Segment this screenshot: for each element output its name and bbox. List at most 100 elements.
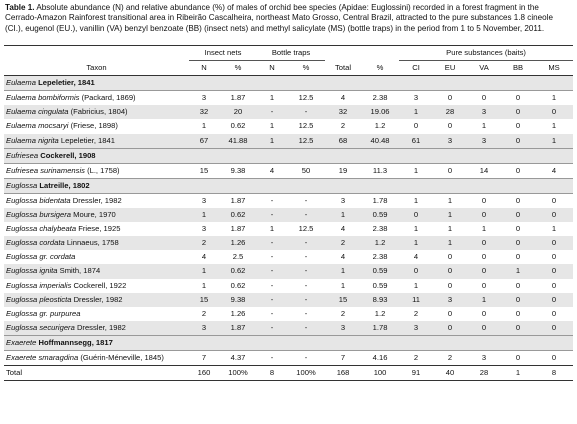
cell-total-pct: 0.59 <box>372 280 388 290</box>
cell-va: 0 <box>481 280 487 290</box>
cell-eu: 0 <box>447 165 453 175</box>
genus-name: Eufriesea <box>6 150 39 160</box>
cell-ms: 1 <box>551 121 557 131</box>
cell-bottle-pct: - <box>304 280 308 290</box>
species-author: Dressler, 1982 <box>72 195 122 205</box>
cell-bb: 0 <box>515 308 521 318</box>
genus-name: Euglossa <box>6 180 38 190</box>
species-name: Euglossa chalybeata <box>6 224 77 234</box>
cell-total: 15 <box>325 292 362 307</box>
species-name: Euglossa ignita <box>6 266 58 276</box>
cell-eu: 0 <box>433 264 468 279</box>
col-total-pct: % <box>361 60 400 77</box>
species-author: (L., 1758) <box>87 165 120 175</box>
cell-insect-n: 2 <box>189 236 219 251</box>
cell-insect-pct: 1.26 <box>230 308 246 318</box>
cell-ms: 0 <box>551 308 557 318</box>
cell-insect-n: 67 <box>189 133 219 149</box>
cell-va: 0 <box>481 252 487 262</box>
total-row: Total 160 100% 8 100% 168 100 91 40 28 1 8 <box>4 365 574 382</box>
species-row: Euglossa securigera Dressler, 1982 3 1.87-… <box>4 320 574 336</box>
cell-total-pct: 2.38 <box>372 252 388 262</box>
genus-author: Lepeletier, 1841 <box>38 78 95 88</box>
cell-insect-pct: 41.88 <box>219 133 258 149</box>
cell-ms: 4 <box>551 165 557 175</box>
cell-total: 1 <box>325 208 362 223</box>
cell-bb: 0 <box>515 165 521 175</box>
species-row: Euglossa gr. cordata 4 2.5 - - 4 2.38 4 0 0 0 0 <box>4 250 573 264</box>
cell-ci: 0 <box>413 121 419 131</box>
cell-bb: 0 <box>515 252 521 262</box>
species-name: Euglossa pleosticta <box>6 294 72 304</box>
cell-ci: 1 <box>413 195 419 205</box>
cell-bottle-n: 8 <box>257 365 288 382</box>
cell-bb: 0 <box>515 93 521 103</box>
cell-bb: 0 <box>515 352 521 362</box>
cell-total-pct: 2.38 <box>372 93 388 103</box>
cell-total-pct: 1.78 <box>372 195 388 205</box>
cell-bb: 1 <box>501 264 536 279</box>
cell-ci: 1 <box>413 224 419 234</box>
cell-bottle-pct: 12.5 <box>298 224 314 234</box>
species-name: Exaerete smaragdina <box>6 352 79 362</box>
cell-insect-n: 15 <box>199 165 209 175</box>
species-name: Eulaema mocsaryi <box>6 121 69 131</box>
genus-row: Eulaema Lepeletier, 1841 <box>4 75 574 92</box>
cell-insect-n: 1 <box>189 264 219 279</box>
cell-bb: 0 <box>501 208 536 223</box>
species-row: Euglossa gr. purpurea 2 1.26 - - 2 1.2 2 0 0 0 0 <box>4 307 573 321</box>
species-name: Euglossa gr. cordata <box>6 252 76 262</box>
cell-eu: 40 <box>433 365 468 382</box>
header-column-row: Taxon N % N % Total % CI EU VA BB MS <box>4 60 574 77</box>
cell-eu: 1 <box>447 224 453 234</box>
cell-va: 28 <box>467 365 502 382</box>
cell-ci: 1 <box>399 105 434 120</box>
species-author: (Guérin-Méneville, 1845) <box>80 352 164 362</box>
cell-bottle-pct: - <box>304 195 308 205</box>
cell-total: 3 <box>340 195 346 205</box>
cell-insect-pct: 1.87 <box>230 93 246 103</box>
cell-total-pct: 1.78 <box>361 320 400 336</box>
species-name: Eufriesea surinamensis <box>6 165 85 175</box>
cell-total-pct: 1.2 <box>374 121 386 131</box>
genus-author: Cockerell, 1908 <box>40 150 96 160</box>
species-row: Eufriesea surinamensis (L., 1758) 15 9.38 4… <box>4 163 573 178</box>
cell-bb: 0 <box>515 280 521 290</box>
cell-eu: 1 <box>447 195 453 205</box>
cell-ci: 2 <box>413 308 419 318</box>
cell-total: 32 <box>325 105 362 120</box>
cell-bb: 0 <box>501 105 536 120</box>
species-name: Euglossa imperialis <box>6 280 72 290</box>
species-name: Eulaema nigrita <box>6 135 59 145</box>
cell-bottle-n: 1 <box>269 121 275 131</box>
cell-bottle-n: - <box>257 236 288 251</box>
species-row: Euglossa bursigera Moure, 1970 1 0.62- -1 0.… <box>4 208 574 223</box>
cell-eu: 2 <box>447 352 453 362</box>
cell-insect-pct: 1.26 <box>219 236 258 251</box>
species-author: (Packard, 1869) <box>81 93 136 103</box>
species-name: Euglossa securigera <box>6 322 75 332</box>
cell-bottle-n: 4 <box>269 165 275 175</box>
cell-ci: 3 <box>413 93 419 103</box>
cell-bb: 0 <box>515 195 521 205</box>
cell-total-pct: 11.3 <box>372 165 388 175</box>
cell-va: 0 <box>481 93 487 103</box>
cell-ms: 1 <box>551 224 557 234</box>
cell-va: 1 <box>481 121 487 131</box>
species-name: Eulaema cingulata <box>6 107 69 117</box>
group-insect-nets: Insect nets <box>189 44 258 62</box>
species-row: Euglossa imperialis Cockerell, 1922 1 0.62… <box>4 279 573 293</box>
cell-ci: 4 <box>413 252 419 262</box>
cell-total-pct: 8.93 <box>361 292 400 307</box>
cell-total: 4 <box>340 252 346 262</box>
cell-total: 4 <box>340 93 346 103</box>
cell-bb: 0 <box>501 320 536 336</box>
cell-insect-pct: 1.87 <box>230 195 246 205</box>
cell-bottle-pct: 100% <box>287 365 326 382</box>
cell-ci: 91 <box>399 365 434 382</box>
cell-bottle-pct: 12.5 <box>287 133 326 149</box>
cell-bottle-pct: - <box>287 208 326 223</box>
cell-bottle-n: - <box>270 252 274 262</box>
cell-insect-pct: 1.87 <box>219 320 258 336</box>
